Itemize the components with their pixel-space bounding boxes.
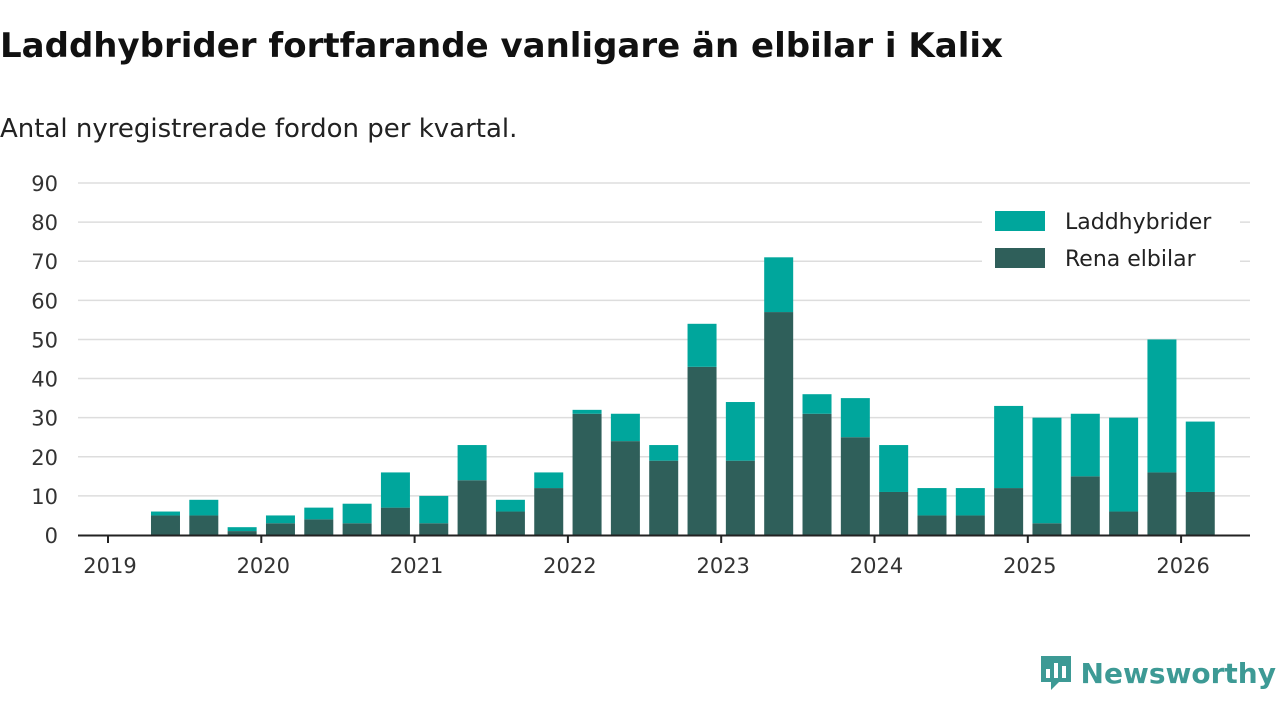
bar-laddhybrider xyxy=(725,402,755,461)
bar-laddhybrider xyxy=(994,405,1024,489)
bar-laddhybrider xyxy=(1070,413,1100,477)
bar-laddhybrider xyxy=(1032,417,1062,524)
x-tick-label: 2021 xyxy=(390,554,443,578)
bar-rena-elbilar xyxy=(610,441,640,535)
bar-rena-elbilar xyxy=(1070,476,1100,535)
newsworthy-logo-icon xyxy=(1040,656,1071,690)
y-tick-label: 60 xyxy=(31,289,58,313)
bar-rena-elbilar xyxy=(1109,511,1139,535)
bar-rena-elbilar xyxy=(495,511,525,535)
bar-rena-elbilar xyxy=(572,413,602,535)
bar-rena-elbilar xyxy=(994,488,1024,535)
bar-rena-elbilar xyxy=(764,312,794,535)
y-tick-label: 80 xyxy=(31,211,58,235)
bar-rena-elbilar xyxy=(649,460,679,535)
bar-laddhybrider xyxy=(342,503,372,524)
bar-laddhybrider xyxy=(150,511,180,516)
bar-rena-elbilar xyxy=(1032,523,1062,535)
bar-laddhybrider xyxy=(649,445,679,461)
bar-laddhybrider xyxy=(917,488,947,516)
bar-rena-elbilar xyxy=(917,515,947,535)
bar-laddhybrider xyxy=(764,257,794,313)
x-tick-label: 2019 xyxy=(83,554,136,578)
bar-rena-elbilar xyxy=(840,437,870,535)
bars xyxy=(150,257,1215,535)
y-tick-label: 90 xyxy=(31,172,58,196)
bar-rena-elbilar xyxy=(304,519,334,535)
y-tick-label: 0 xyxy=(45,524,58,548)
bar-laddhybrider xyxy=(495,499,525,512)
y-tick-label: 40 xyxy=(31,368,58,392)
bar-rena-elbilar xyxy=(227,531,257,535)
legend-swatch-laddhybrider xyxy=(995,211,1045,231)
bar-rena-elbilar xyxy=(380,507,410,535)
legend: Laddhybrider Rena elbilar xyxy=(982,200,1240,282)
bar-laddhybrider xyxy=(457,445,487,481)
x-tick-label: 2020 xyxy=(237,554,290,578)
x-tick-label: 2026 xyxy=(1156,554,1209,578)
y-tick-label: 70 xyxy=(31,250,58,274)
legend-label-rena-elbilar: Rena elbilar xyxy=(1065,247,1197,272)
bar-rena-elbilar xyxy=(802,413,832,535)
legend-swatch-rena-elbilar xyxy=(995,248,1045,268)
bar-rena-elbilar xyxy=(457,480,487,535)
bar-laddhybrider xyxy=(419,495,449,524)
bar-laddhybrider xyxy=(572,409,602,414)
bar-laddhybrider xyxy=(1147,339,1177,473)
bar-laddhybrider xyxy=(227,527,257,532)
bar-rena-elbilar xyxy=(687,366,717,535)
bar-rena-elbilar xyxy=(1147,472,1177,535)
bar-rena-elbilar xyxy=(189,515,219,535)
brand-logo: Newsworthy xyxy=(1039,654,1276,692)
bar-laddhybrider xyxy=(534,472,564,489)
bar-laddhybrider xyxy=(189,499,219,516)
bar-rena-elbilar xyxy=(955,515,985,535)
bar-laddhybrider xyxy=(1185,421,1215,492)
legend-label-laddhybrider: Laddhybrider xyxy=(1065,210,1212,235)
bar-laddhybrider xyxy=(840,398,870,438)
bar-laddhybrider xyxy=(610,413,640,442)
x-tick-label: 2023 xyxy=(696,554,749,578)
bar-laddhybrider xyxy=(802,394,832,414)
page-title: Laddhybrider fortfarande vanligare än el… xyxy=(0,26,1003,66)
bar-rena-elbilar xyxy=(1185,491,1215,535)
bar-rena-elbilar xyxy=(265,523,295,535)
y-tick-label: 30 xyxy=(31,407,58,431)
bar-laddhybrider xyxy=(879,445,909,492)
y-tick-label: 50 xyxy=(31,328,58,352)
stacked-bar-chart: 0 10 20 30 40 50 60 70 80 90 2019 2020 2021 2022 2023… xyxy=(31,172,1250,578)
x-axis-ticks: 2019 2020 2021 2022 2023 2024 2025 2026 xyxy=(83,535,1210,578)
x-tick-label: 2025 xyxy=(1003,554,1056,578)
bar-rena-elbilar xyxy=(150,515,180,535)
x-tick-label: 2024 xyxy=(850,554,903,578)
bar-rena-elbilar xyxy=(342,523,372,535)
bar-rena-elbilar xyxy=(725,460,755,535)
bar-laddhybrider xyxy=(380,472,410,508)
x-tick-label: 2022 xyxy=(543,554,596,578)
bar-rena-elbilar xyxy=(879,491,909,535)
bar-laddhybrider xyxy=(1109,417,1139,512)
y-axis-ticks: 0 10 20 30 40 50 60 70 80 90 xyxy=(31,172,58,548)
bar-laddhybrider xyxy=(687,323,717,367)
page-subtitle: Antal nyregistrerade fordon per kvartal. xyxy=(0,114,518,144)
bar-laddhybrider xyxy=(304,507,334,520)
bar-rena-elbilar xyxy=(534,488,564,535)
y-tick-label: 20 xyxy=(31,446,58,470)
bar-laddhybrider xyxy=(265,515,295,524)
bar-rena-elbilar xyxy=(419,523,449,535)
y-tick-label: 10 xyxy=(31,485,58,509)
bar-laddhybrider xyxy=(955,488,985,516)
brand-name: Newsworthy xyxy=(1080,656,1276,690)
